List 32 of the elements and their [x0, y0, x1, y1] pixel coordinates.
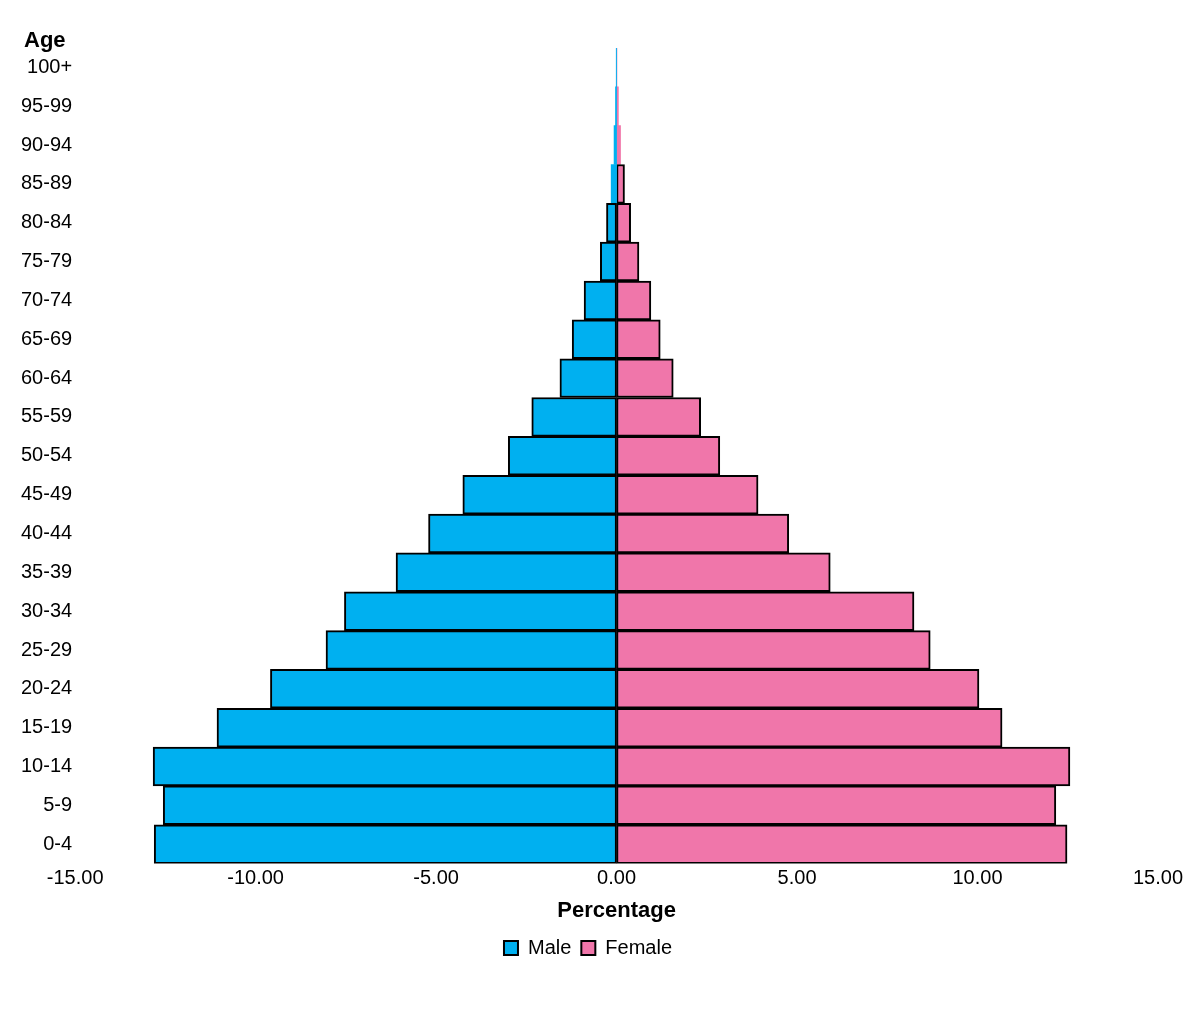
- y-tick-label: 85-89: [21, 171, 73, 194]
- y-tick-label: 65-69: [21, 326, 73, 349]
- x-tick-label: 10.00: [952, 866, 1003, 889]
- x-tick-label: -15.00: [46, 866, 104, 889]
- y-tick-label: 55-59: [21, 404, 73, 427]
- x-tick-label: 5.00: [777, 866, 817, 889]
- y-tick-label: 45-49: [21, 482, 73, 505]
- y-axis-title: Age: [24, 27, 66, 53]
- x-axis-title: Percentage: [557, 896, 676, 922]
- y-tick-label: 60-64: [21, 365, 73, 388]
- y-tick-label: 25-29: [21, 637, 73, 660]
- x-tick-label: 0.00: [597, 866, 637, 889]
- y-tick-label: 35-39: [21, 559, 73, 582]
- y-tick-label: 40-44: [21, 520, 73, 543]
- y-tick-label: 95-99: [21, 93, 73, 116]
- y-tick-label: 75-79: [21, 249, 73, 272]
- legend-label: Female: [605, 935, 673, 958]
- x-tick-label: -5.00: [413, 866, 459, 889]
- x-tick-label: -10.00: [227, 866, 284, 889]
- y-tick-label: 0-4: [43, 831, 73, 854]
- y-tick-label: 70-74: [21, 287, 73, 310]
- y-tick-label: 80-84: [21, 210, 73, 233]
- y-tick-label: 30-34: [21, 598, 73, 621]
- y-tick-label: 20-24: [21, 676, 73, 699]
- y-tick-label: 10-14: [21, 754, 73, 777]
- y-tick-label: 15-19: [21, 715, 73, 738]
- x-tick-label: 15.00: [1132, 866, 1184, 889]
- y-tick-label: 100+: [27, 54, 73, 77]
- y-tick-label: 90-94: [21, 132, 73, 155]
- legend-label: Male: [527, 935, 572, 958]
- y-tick-label: 50-54: [21, 443, 73, 466]
- y-tick-label: 5-9: [43, 792, 73, 815]
